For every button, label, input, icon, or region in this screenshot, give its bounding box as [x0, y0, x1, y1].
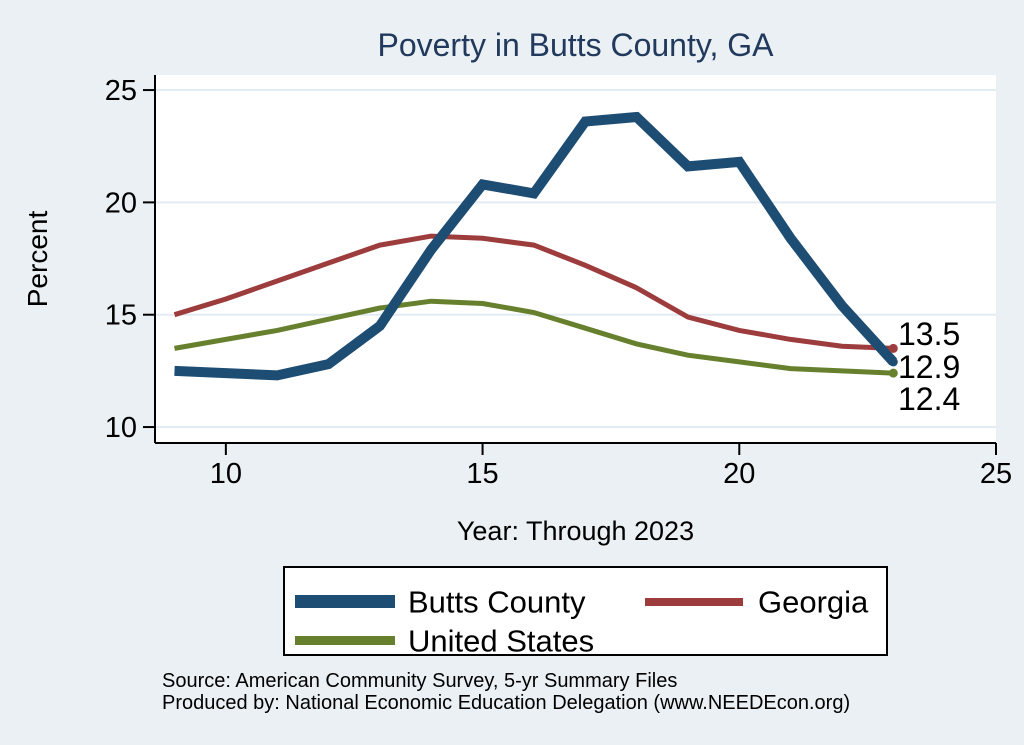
chart-title: Poverty in Butts County, GA: [377, 27, 774, 63]
y-tick-label-10: 10: [105, 412, 137, 444]
y-tick-label-20: 20: [105, 187, 137, 219]
source-note: Source: American Community Survey, 5-yr …: [162, 670, 678, 692]
series-line-georgia: [173, 233, 894, 351]
produced-by-note: Produced by: National Economic Education…: [162, 692, 851, 714]
end-value-label-butts-county: 12.9: [898, 349, 961, 385]
series-line-united-states: [174, 298, 894, 376]
footer-notes: Source: American Community Survey, 5-yr …: [162, 670, 850, 714]
end-value-label-united-states: 12.4: [898, 381, 961, 417]
end-marker-united-states: [888, 368, 898, 378]
x-axis-label: Year: Through 2023: [456, 516, 695, 546]
end-marker-georgia: [888, 343, 898, 353]
end-marker-butts-county: [888, 357, 898, 367]
x-tick-label-25: 25: [980, 458, 1012, 490]
legend-label-united-states: United States: [408, 623, 595, 659]
y-tick-label-15: 15: [105, 300, 137, 332]
end-value-label-georgia: 13.5: [898, 316, 961, 352]
x-tick-label-10: 10: [210, 458, 242, 490]
x-tick-label-15: 15: [466, 458, 498, 490]
legend: Butts County Georgia United States: [283, 566, 888, 659]
y-tick-label-25: 25: [105, 75, 137, 107]
legend-swatch-united-states: [295, 636, 395, 645]
legend-label-butts-county: Butts County: [408, 584, 586, 620]
series-line-butts-county: [174, 111, 897, 381]
legend-swatch-butts-county: [295, 595, 395, 608]
x-tick-label-20: 20: [723, 458, 755, 490]
y-axis-label: Percent: [22, 210, 53, 308]
legend-label-georgia: Georgia: [758, 584, 869, 620]
legend-swatch-georgia: [645, 598, 743, 606]
